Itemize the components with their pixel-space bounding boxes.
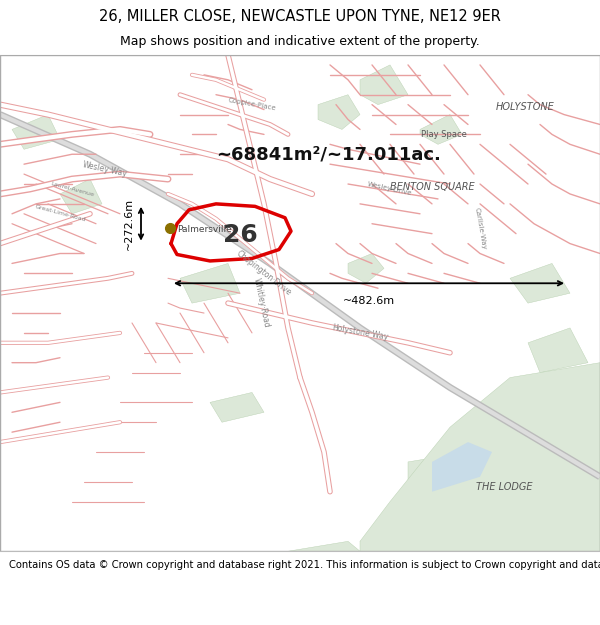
Polygon shape: [60, 179, 102, 214]
Polygon shape: [528, 328, 588, 372]
Text: BENTON SQUARE: BENTON SQUARE: [389, 181, 475, 191]
Text: 26: 26: [223, 222, 257, 247]
Text: Whitley·Road: Whitley·Road: [251, 278, 271, 329]
Text: Chopington·Drive: Chopington·Drive: [235, 249, 293, 298]
Polygon shape: [492, 428, 570, 492]
Text: HOLYSTONE: HOLYSTONE: [496, 102, 554, 112]
Polygon shape: [360, 65, 408, 104]
Text: Palmersville: Palmersville: [178, 225, 232, 234]
Polygon shape: [408, 452, 492, 511]
Text: ~482.6m: ~482.6m: [343, 296, 395, 306]
Polygon shape: [12, 114, 60, 149]
Text: Map shows position and indicative extent of the property.: Map shows position and indicative extent…: [120, 35, 480, 48]
Text: Contains OS data © Crown copyright and database right 2021. This information is : Contains OS data © Crown copyright and d…: [9, 560, 600, 570]
Text: ~68841m²/~17.011ac.: ~68841m²/~17.011ac.: [216, 145, 441, 163]
Text: ~272.6m: ~272.6m: [124, 198, 134, 250]
Text: Great·Lime·Road: Great·Lime·Road: [34, 204, 86, 223]
Text: Holystone·Way: Holystone·Way: [331, 324, 389, 342]
Text: THE LODGE: THE LODGE: [476, 482, 532, 492]
Polygon shape: [318, 95, 360, 129]
Text: Laurel·Avenue: Laurel·Avenue: [50, 181, 94, 198]
Text: Coppice·Place: Coppice·Place: [227, 98, 277, 112]
Polygon shape: [420, 114, 462, 144]
Polygon shape: [360, 526, 432, 551]
Polygon shape: [210, 392, 264, 422]
Polygon shape: [348, 254, 384, 283]
Text: Carlisle·Way: Carlisle·Way: [473, 207, 487, 250]
Polygon shape: [180, 263, 240, 303]
Polygon shape: [360, 362, 600, 551]
Text: Wesley·Way: Wesley·Way: [82, 160, 128, 178]
Text: 26, MILLER CLOSE, NEWCASTLE UPON TYNE, NE12 9ER: 26, MILLER CLOSE, NEWCASTLE UPON TYNE, N…: [99, 9, 501, 24]
Text: Wesley·Drive: Wesley·Drive: [367, 181, 413, 197]
Polygon shape: [288, 541, 360, 551]
Polygon shape: [432, 492, 528, 541]
Text: Play Space: Play Space: [421, 130, 467, 139]
Polygon shape: [432, 442, 492, 492]
Polygon shape: [510, 263, 570, 303]
